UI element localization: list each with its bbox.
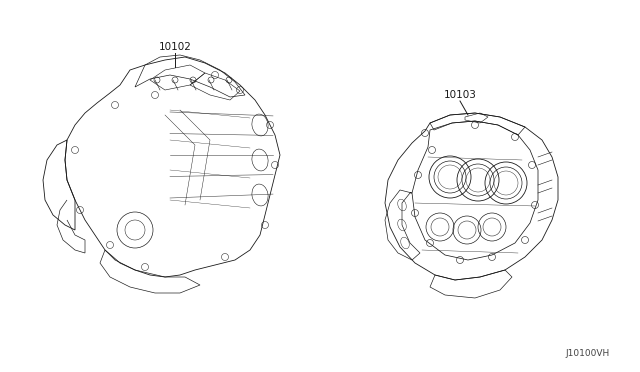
Text: J10100VH: J10100VH — [566, 349, 610, 358]
Text: 10103: 10103 — [444, 90, 476, 100]
Text: 10102: 10102 — [159, 42, 191, 52]
